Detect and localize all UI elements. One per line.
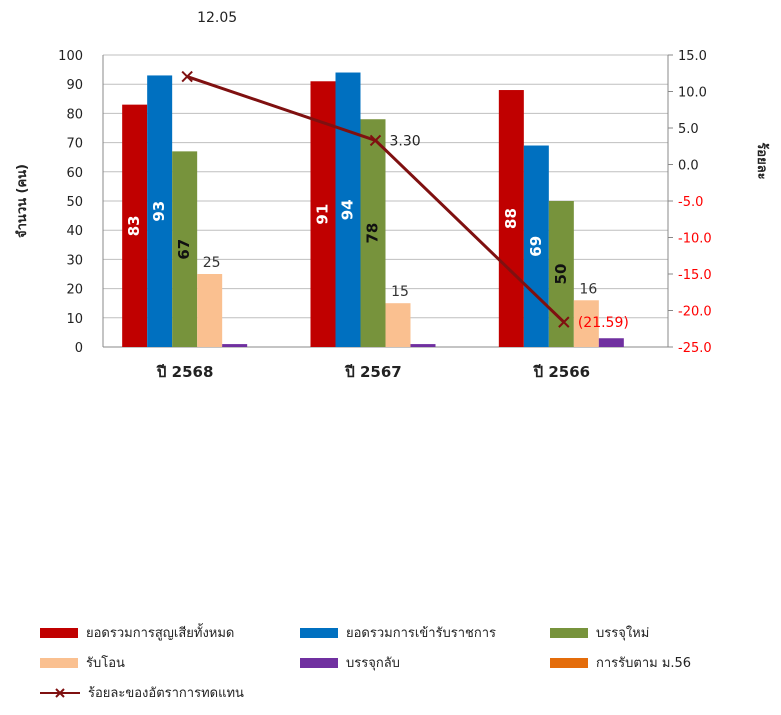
legend-label: บรรจุกลับ [346,656,400,671]
left-tick-label: 50 [66,195,83,210]
left-tick-label: 60 [66,166,83,181]
bars: 83 93 67 25 91 94 78 15 88 69 50 16 [122,72,624,348]
bar-data-label: 88 [502,208,520,229]
line-marker [181,70,193,83]
right-tick-label: -25.0 [678,341,712,356]
legend-swatch [300,627,338,638]
right-axis-label: ร้อยละ [754,142,770,179]
right-axis-ticks: 15.0 10.0 5.0 0.0 -5.0 -10.0 -15.0 -20.0 -25.0 [678,49,712,356]
left-tick-label: 90 [66,78,83,93]
bar [147,75,173,347]
line-marker [369,134,382,147]
legend-item: ยอดรวมการเข้ารับราชการ [300,622,496,643]
bar-data-label: 94 [339,199,357,220]
bar-data-label: 69 [527,236,545,257]
right-tick-label: -5.0 [678,195,703,210]
right-tick-label: 10.0 [678,86,707,101]
left-tick-label: 20 [66,283,83,298]
bar [385,303,411,347]
right-tick-label: 15.0 [678,49,707,64]
bar [598,338,624,347]
legend-item-line: ร้อยละของอัตราการทดแทน [40,682,244,703]
category-label: ปี 2567 [344,363,401,381]
bar [122,104,148,347]
legend-swatch [40,657,78,668]
right-tick-label: -15.0 [678,268,712,283]
bar [172,151,198,347]
legend-label: การรับตาม ม.56 [596,656,692,671]
bar-data-label: 16 [579,281,597,297]
right-tick-label: 0.0 [678,159,699,174]
category-label: ปี 2566 [533,363,590,381]
bar-data-label: 25 [203,255,221,271]
line-data-label: 12.05 [197,10,237,26]
left-tick-label: 0 [75,341,83,356]
left-tick-label: 30 [66,253,83,268]
legend-swatch [550,627,588,638]
bar [498,90,524,347]
bar-data-label: 50 [552,264,570,285]
bar [360,119,386,348]
legend-swatch [300,657,338,668]
legend-item: ยอดรวมการสูญเสียทั้งหมด [40,622,234,643]
legend-item: บรรจุกลับ [300,652,400,673]
bar [335,72,361,348]
legend-swatch [40,627,78,638]
left-axis-label: จำนวน (คน) [14,164,30,238]
left-axis-ticks: 0 10 20 30 40 50 60 70 80 90 100 [58,49,83,356]
bar [197,274,223,347]
left-tick-label: 70 [66,137,83,152]
legend-label: ยอดรวมการเข้ารับราชการ [346,626,496,641]
legend-label: ร้อยละของอัตราการทดแทน [88,686,244,701]
bar-data-label: 91 [314,204,332,225]
legend-label: รับโอน [86,656,125,671]
left-tick-label: 10 [66,312,83,327]
bar [222,344,248,347]
legend-line-swatch [40,687,80,698]
bar-data-label: 93 [150,201,168,222]
right-tick-label: 5.0 [678,122,699,137]
right-tick-label: -20.0 [678,305,712,320]
line-data-label: (21.59) [578,315,629,331]
legend-item: การรับตาม ม.56 [550,652,691,673]
legend-item: บรรจุใหม่ [550,622,649,643]
bar-data-label: 67 [175,239,193,260]
legend-label: บรรจุใหม่ [596,626,650,641]
bar [548,201,574,347]
bar-data-label: 15 [391,284,409,300]
left-tick-label: 80 [66,107,83,122]
bar-data-label: 83 [125,215,143,236]
line-data-label: 3.30 [390,133,421,149]
bar [573,300,599,347]
bar [410,344,436,347]
left-tick-label: 100 [58,49,83,64]
line-marker [558,316,570,328]
category-labels: ปี 2568 ปี 2567 ปี 2566 [156,363,590,381]
combo-chart: 0 10 20 30 40 50 60 70 80 90 100 15.0 10.0 5.0 0.0 -5.… [14,10,770,381]
legend-swatch [550,657,588,668]
bar-data-label: 78 [364,223,382,244]
legend-item: รับโอน [40,652,125,673]
legend-label: ยอดรวมการสูญเสียทั้งหมด [86,626,235,641]
category-label: ปี 2568 [156,363,213,381]
replacement-rate-line: 12.05 3.30 (21.59) [181,10,629,331]
left-tick-label: 40 [66,224,83,239]
right-tick-label: -10.0 [678,232,712,247]
bar [523,145,549,347]
